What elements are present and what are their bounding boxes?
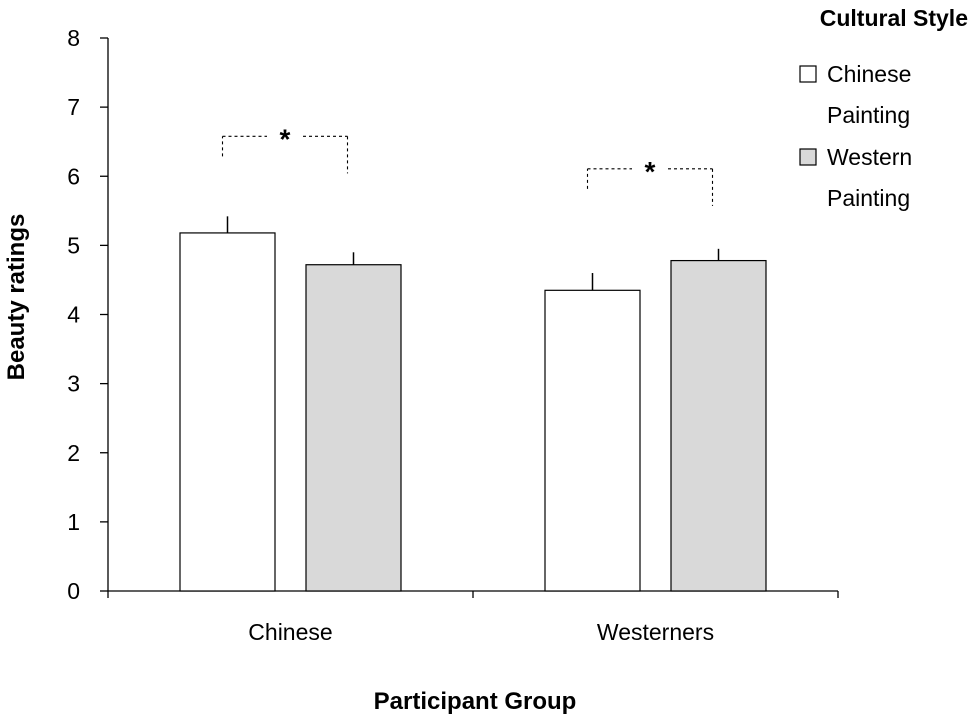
legend-title: Cultural Style bbox=[820, 5, 968, 31]
y-tick-label: 2 bbox=[67, 440, 80, 466]
bar bbox=[670, 259, 767, 592]
significance-brackets: ** bbox=[221, 123, 714, 206]
y-tick-label: 3 bbox=[67, 371, 80, 397]
x-category-label: Chinese bbox=[248, 619, 332, 645]
x-axis: Chinese Westerners bbox=[107, 590, 839, 645]
bar bbox=[179, 232, 276, 592]
legend-swatch-chinese-painting bbox=[799, 65, 817, 83]
y-axis: 0 1 2 3 4 5 6 7 8 bbox=[67, 25, 109, 604]
y-tick-label: 0 bbox=[67, 578, 80, 604]
y-tick-label: 4 bbox=[67, 302, 80, 328]
legend-swatch-western-painting bbox=[799, 148, 817, 166]
legend-label-chinese-painting-line1: Chinese bbox=[827, 61, 911, 87]
legend-label-western-painting-line2: Painting bbox=[827, 185, 910, 211]
legend: Cultural Style Chinese Painting Western … bbox=[799, 5, 968, 211]
y-tick-label: 6 bbox=[67, 163, 80, 189]
bar bbox=[544, 289, 641, 592]
y-axis-title: Beauty ratings bbox=[3, 214, 30, 381]
significance-star: * bbox=[280, 123, 291, 154]
bars bbox=[179, 216, 767, 592]
significance-star: * bbox=[645, 156, 656, 187]
legend-label-western-painting-line1: Western bbox=[827, 144, 912, 170]
y-tick-label: 7 bbox=[67, 94, 80, 120]
legend-label-chinese-painting-line2: Painting bbox=[827, 102, 910, 128]
y-tick-label: 1 bbox=[67, 509, 80, 535]
x-axis-title: Participant Group bbox=[374, 688, 577, 715]
y-tick-label: 8 bbox=[67, 25, 80, 51]
x-category-label: Westerners bbox=[597, 619, 714, 645]
y-tick-label: 5 bbox=[67, 232, 80, 258]
bar bbox=[305, 264, 402, 592]
